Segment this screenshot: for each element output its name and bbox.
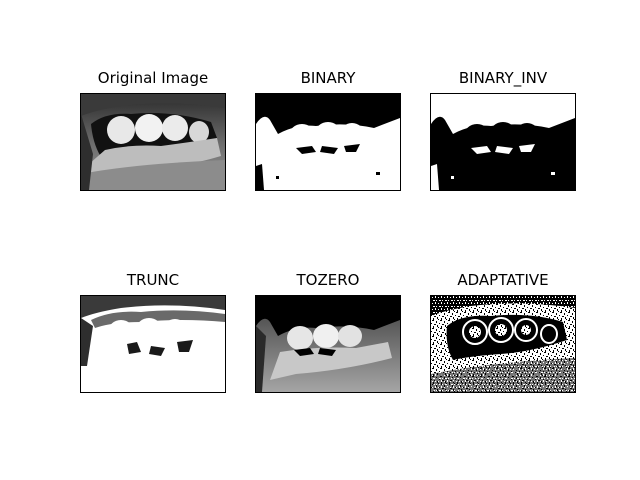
panel-title: BINARY: [235, 69, 421, 87]
image-frame: [80, 93, 226, 191]
tozero-image: [256, 296, 400, 392]
image-frame: [80, 295, 226, 393]
panel-title: BINARY_INV: [410, 69, 596, 87]
image-frame: [255, 295, 401, 393]
panel-title: TOZERO: [235, 271, 421, 289]
binary-image: [256, 94, 400, 190]
panel-tozero: TOZERO: [255, 295, 401, 393]
panel-title: TRUNC: [60, 271, 246, 289]
panel-title: ADAPTATIVE: [410, 271, 596, 289]
panel-binary: BINARY: [255, 93, 401, 191]
panel-original-image: Original Image: [80, 93, 226, 191]
panel-trunc: TRUNC: [80, 295, 226, 393]
panel-binary-inv: BINARY_INV: [430, 93, 576, 191]
binary-inv-image: [431, 94, 575, 190]
original-image: [81, 94, 225, 190]
image-frame: [430, 295, 576, 393]
panel-title: Original Image: [60, 69, 246, 87]
panel-adaptative: ADAPTATIVE: [430, 295, 576, 393]
adaptive-image: [431, 296, 575, 392]
trunc-image: [81, 296, 225, 392]
image-frame: [430, 93, 576, 191]
image-frame: [255, 93, 401, 191]
